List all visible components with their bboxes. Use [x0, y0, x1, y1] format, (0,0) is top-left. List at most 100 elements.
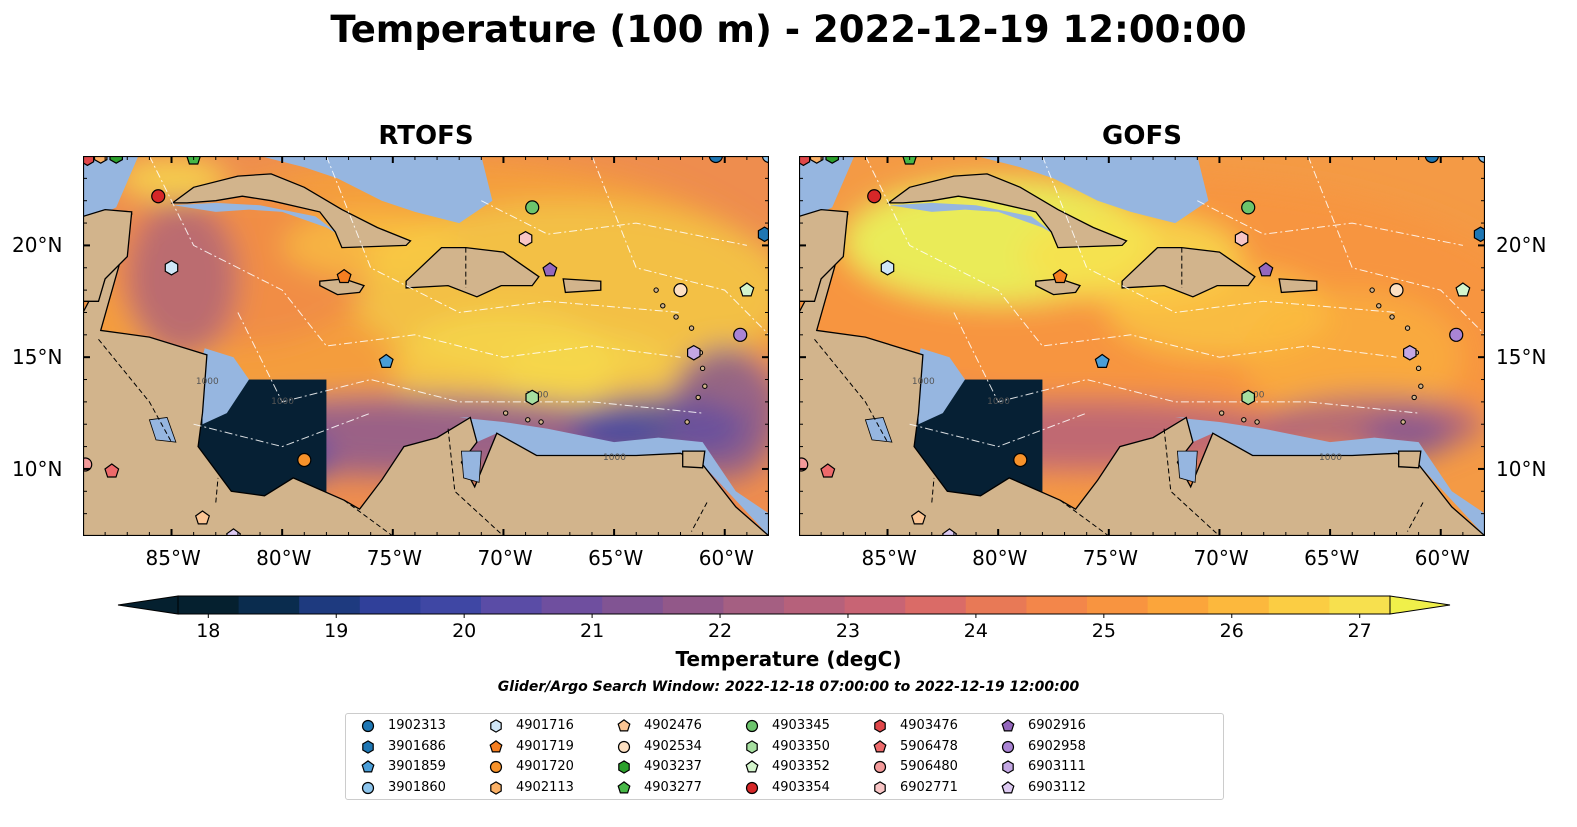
- float-marker-6903111[interactable]: [686, 344, 701, 361]
- legend-label: 3901860: [388, 779, 446, 795]
- float-marker-4903354[interactable]: [867, 189, 882, 204]
- legend-item: 4902534: [617, 738, 702, 754]
- float-marker-4901716[interactable]: [164, 259, 179, 276]
- float-marker-4902113[interactable]: [93, 156, 108, 164]
- legend-marker-circle-icon: [1001, 740, 1015, 753]
- legend-marker-pentagon-icon: [1001, 719, 1015, 732]
- float-marker-5906480[interactable]: [799, 457, 809, 472]
- legend-label: 4903277: [644, 779, 702, 795]
- legend-marker-hexagon-icon: [874, 780, 886, 795]
- colorbar-segment: [1329, 596, 1391, 614]
- colorbar-extend-min: [117, 595, 179, 615]
- lat-tick-label-left: 10°N: [12, 456, 63, 481]
- contour-label: 1000: [271, 397, 294, 407]
- float-marker-4903350[interactable]: [1241, 389, 1255, 406]
- float-marker-4901716[interactable]: [880, 259, 895, 276]
- float-marker-4901720[interactable]: [1013, 452, 1028, 468]
- legend-item: 4902476: [617, 718, 702, 733]
- legend-label: 1902313: [388, 718, 446, 733]
- legend-item: 4903345: [745, 718, 830, 733]
- colorbar-segment: [662, 596, 724, 614]
- float-marker-4903237[interactable]: [109, 156, 124, 164]
- country-border: [1059, 499, 1110, 536]
- landmass: [83, 211, 769, 536]
- float-marker-5906478[interactable]: [820, 463, 836, 478]
- legend-label: 5906480: [900, 759, 958, 774]
- lat-tick-label-left: 20°N: [12, 233, 63, 258]
- legend-label: 4901720: [516, 759, 574, 774]
- float-marker-4903352[interactable]: [1455, 282, 1471, 297]
- colorbar-tick-label: 22: [707, 620, 733, 642]
- float-marker-4903476[interactable]: [799, 156, 811, 167]
- country-border: [215, 477, 219, 503]
- float-marker-4902476[interactable]: [910, 510, 927, 525]
- float-marker-4902534[interactable]: [1389, 283, 1404, 298]
- legend-marker-hexagon-icon: [490, 780, 502, 795]
- lon-tick-label: 85°W: [145, 546, 201, 570]
- float-marker-6903112[interactable]: [941, 528, 958, 536]
- float-marker-4902476[interactable]: [194, 510, 211, 525]
- small-island: [1254, 419, 1260, 425]
- legend-label: 6903112: [1028, 779, 1086, 795]
- contour-label: 1000: [1319, 453, 1342, 463]
- colorbar-tick-label: 25: [1091, 620, 1116, 642]
- eez-boundary: [1307, 156, 1485, 336]
- float-marker-6902958[interactable]: [733, 327, 748, 342]
- float-marker-6902771[interactable]: [1234, 230, 1249, 247]
- colorbar-extend-max: [1389, 595, 1451, 615]
- float-marker-4903237[interactable]: [825, 156, 840, 164]
- shelf-water: [1175, 417, 1485, 536]
- colorbar: [117, 595, 1451, 618]
- colorbar-segment: [844, 596, 906, 614]
- legend-item: 6902771: [874, 779, 958, 795]
- legend-item: 5906478: [873, 739, 958, 754]
- float-marker-1902313[interactable]: [1424, 156, 1439, 164]
- legend-item: 4903354: [745, 779, 830, 795]
- float-marker-6902771[interactable]: [518, 230, 533, 247]
- legend-label: 4903350: [772, 738, 830, 754]
- float-marker-3901859[interactable]: [1094, 353, 1110, 368]
- colorbar-segment: [1268, 596, 1330, 614]
- float-marker-5906478[interactable]: [104, 463, 120, 478]
- float-marker-6902916[interactable]: [1258, 262, 1274, 277]
- legend-marker-circle-icon: [745, 719, 759, 733]
- float-marker-4901719[interactable]: [336, 268, 352, 284]
- search-window-caption: Glider/Argo Search Window: 2022-12-18 07…: [497, 679, 1080, 695]
- float-marker-4902113[interactable]: [809, 156, 824, 164]
- legend-label: 4902534: [644, 738, 702, 754]
- float-marker-4903476[interactable]: [83, 156, 95, 167]
- float-marker-6903111[interactable]: [1402, 344, 1417, 361]
- float-marker-4901720[interactable]: [297, 452, 312, 468]
- float-marker-1902313[interactable]: [708, 156, 723, 164]
- legend-label: 6902771: [900, 779, 958, 795]
- float-marker-3901686[interactable]: [757, 226, 769, 243]
- float-marker-4902534[interactable]: [673, 283, 688, 298]
- float-marker-4903352[interactable]: [739, 282, 755, 297]
- float-marker-3901859[interactable]: [378, 353, 394, 368]
- float-marker-5906480[interactable]: [83, 457, 93, 472]
- float-marker-4901719[interactable]: [1052, 268, 1068, 284]
- float-marker-4903345[interactable]: [525, 200, 540, 215]
- float-marker-3901860[interactable]: [1477, 156, 1486, 164]
- colorbar-segment: [1208, 596, 1270, 614]
- float-marker-3901686[interactable]: [1473, 226, 1485, 243]
- eez-boundary: [237, 312, 703, 414]
- float-marker-4903354[interactable]: [151, 189, 166, 204]
- eez-boundary: [1041, 156, 1397, 314]
- float-marker-4903345[interactable]: [1241, 200, 1256, 215]
- legend-marker-pentagon-icon: [873, 739, 887, 752]
- colorbar-segment: [541, 596, 603, 614]
- float-marker-3901860[interactable]: [761, 156, 770, 164]
- float-marker-6902958[interactable]: [1449, 327, 1464, 342]
- legend-label: 3901859: [388, 759, 446, 774]
- float-marker-6902916[interactable]: [542, 262, 558, 277]
- colorbar-segment: [905, 596, 967, 614]
- lon-tick-label: 85°W: [861, 546, 917, 570]
- small-island: [653, 287, 659, 293]
- legend-label: 4903354: [772, 779, 830, 795]
- float-marker-6903112[interactable]: [225, 528, 242, 536]
- map-frame: [83, 156, 769, 536]
- small-island: [702, 383, 708, 389]
- eez-boundary: [481, 200, 747, 246]
- float-marker-4903350[interactable]: [525, 389, 539, 406]
